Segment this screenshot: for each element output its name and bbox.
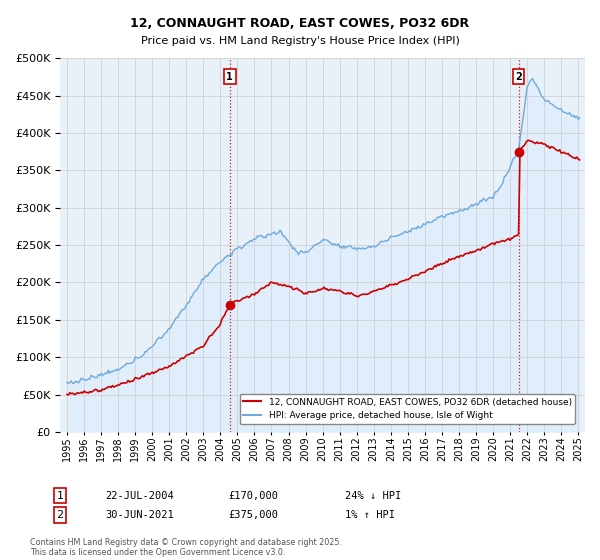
Text: Price paid vs. HM Land Registry's House Price Index (HPI): Price paid vs. HM Land Registry's House … xyxy=(140,36,460,46)
Text: 2: 2 xyxy=(515,72,522,82)
Text: 1: 1 xyxy=(226,72,233,82)
Text: 24% ↓ HPI: 24% ↓ HPI xyxy=(345,491,401,501)
Text: £170,000: £170,000 xyxy=(228,491,278,501)
Text: 22-JUL-2004: 22-JUL-2004 xyxy=(105,491,174,501)
Text: 30-JUN-2021: 30-JUN-2021 xyxy=(105,510,174,520)
Text: 1: 1 xyxy=(56,491,64,501)
Text: Contains HM Land Registry data © Crown copyright and database right 2025.
This d: Contains HM Land Registry data © Crown c… xyxy=(30,538,342,557)
Text: 2: 2 xyxy=(56,510,64,520)
Text: £375,000: £375,000 xyxy=(228,510,278,520)
Legend: 12, CONNAUGHT ROAD, EAST COWES, PO32 6DR (detached house), HPI: Average price, d: 12, CONNAUGHT ROAD, EAST COWES, PO32 6DR… xyxy=(239,394,575,424)
Text: 1% ↑ HPI: 1% ↑ HPI xyxy=(345,510,395,520)
Text: 12, CONNAUGHT ROAD, EAST COWES, PO32 6DR: 12, CONNAUGHT ROAD, EAST COWES, PO32 6DR xyxy=(130,17,470,30)
